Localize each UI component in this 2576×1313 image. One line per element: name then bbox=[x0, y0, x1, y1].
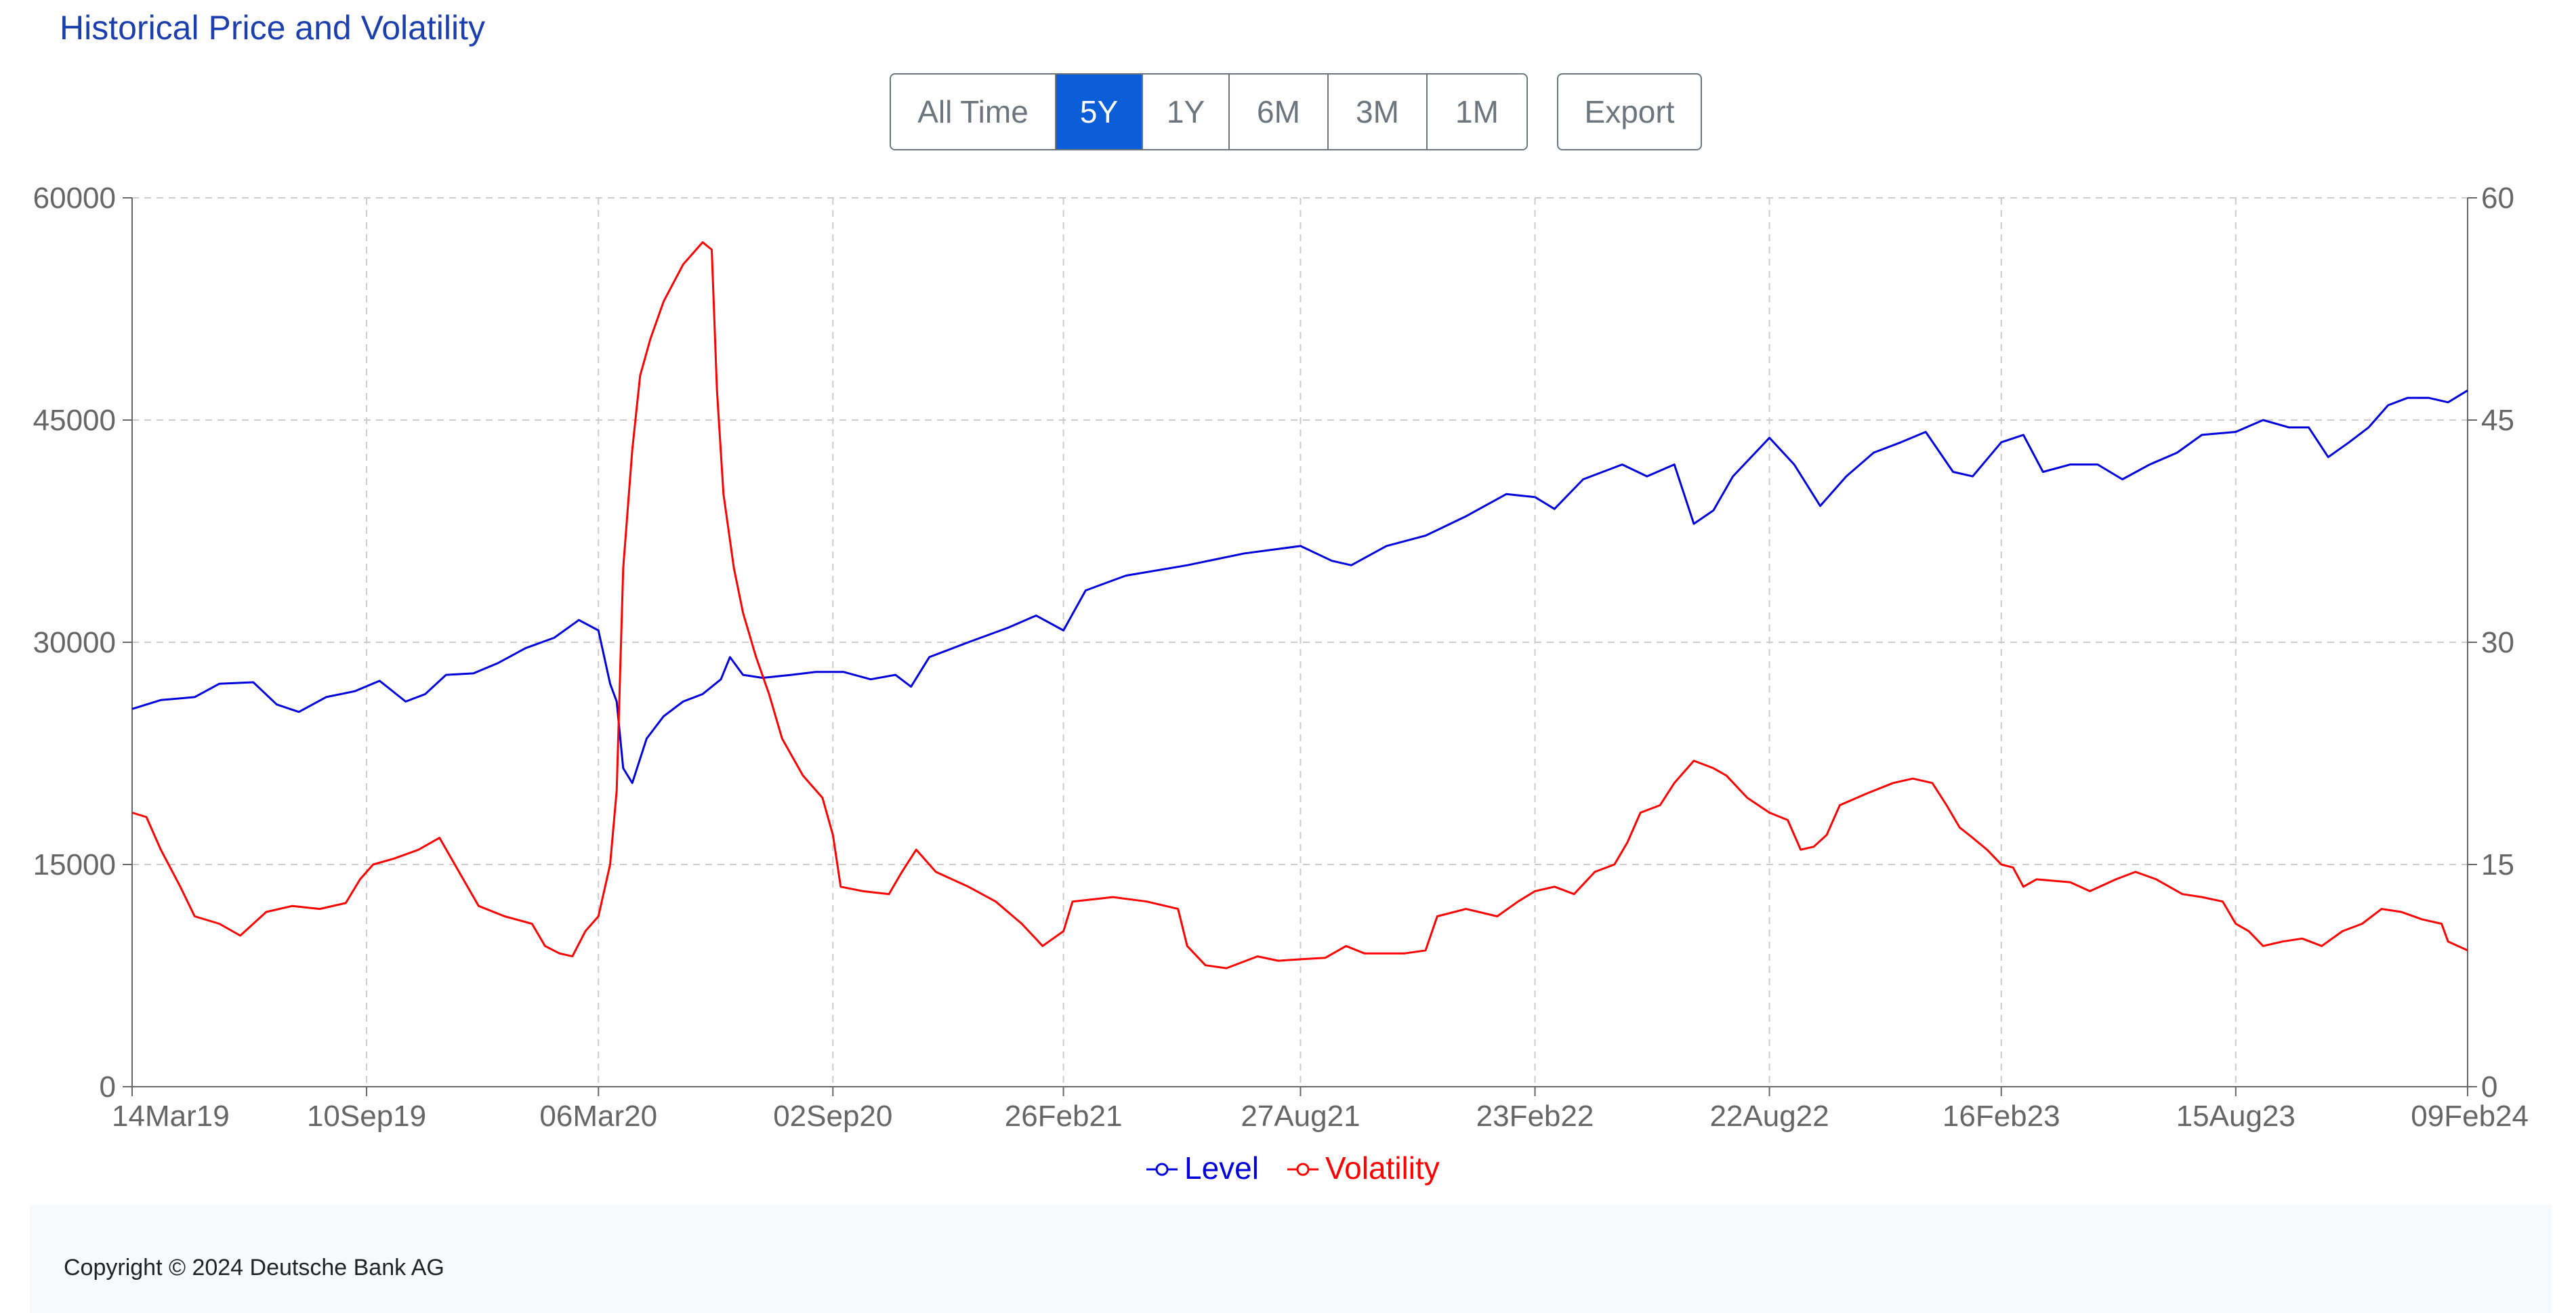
range-all-time-button[interactable]: All Time bbox=[891, 75, 1056, 149]
chart-legend[interactable]: Level Volatility bbox=[1146, 1150, 1440, 1186]
series-line-volatility bbox=[131, 241, 2468, 970]
legend-item-volatility[interactable]: Volatility bbox=[1287, 1150, 1440, 1186]
x-tick-label: 15Aug23 bbox=[2176, 1100, 2295, 1133]
footer: Copyright © 2024 Deutsche Bank AG bbox=[30, 1205, 2552, 1313]
x-tick-label: 23Feb22 bbox=[1476, 1100, 1594, 1133]
range-button-group: All Time 5Y 1Y 6M 3M 1M bbox=[890, 73, 1528, 150]
export-button[interactable]: Export bbox=[1557, 73, 1702, 150]
x-axis: 14Mar19 10Sep19 06Mar20 02Sep20 26Feb21 27Aug… bbox=[112, 1100, 2529, 1133]
x-tick-label: 16Feb23 bbox=[1943, 1100, 2060, 1133]
copyright-text: Copyright © 2024 Deutsche Bank AG bbox=[64, 1255, 444, 1280]
range-5y-button[interactable]: 5Y bbox=[1056, 75, 1143, 149]
range-6m-button[interactable]: 6M bbox=[1230, 75, 1329, 149]
x-tick-label: 02Sep20 bbox=[773, 1100, 892, 1133]
range-1m-button[interactable]: 1M bbox=[1428, 75, 1526, 149]
series-line-level bbox=[131, 390, 2468, 785]
y-left-tick-label: 45000 bbox=[33, 404, 116, 437]
range-3m-button[interactable]: 3M bbox=[1329, 75, 1428, 149]
legend-label: Level bbox=[1184, 1150, 1259, 1186]
y-left-tick-label: 30000 bbox=[33, 626, 116, 659]
legend-item-level[interactable]: Level bbox=[1146, 1150, 1259, 1186]
legend-label: Volatility bbox=[1325, 1150, 1440, 1186]
chart-axes bbox=[123, 197, 2477, 1096]
y-right-tick-label: 30 bbox=[2481, 626, 2514, 659]
y-right-tick-label: 45 bbox=[2481, 404, 2514, 437]
x-tick-label: 06Mar20 bbox=[539, 1100, 657, 1133]
y-right-tick-label: 60 bbox=[2481, 182, 2514, 215]
y-right-tick-label: 15 bbox=[2481, 848, 2514, 881]
y-axis-right: 0 15 30 45 60 bbox=[2481, 182, 2514, 1104]
y-axis-left: 0 15000 30000 45000 60000 bbox=[33, 182, 116, 1104]
x-tick-label: 10Sep19 bbox=[307, 1100, 426, 1133]
x-tick-label: 27Aug21 bbox=[1241, 1100, 1360, 1133]
date-range-toolbar: All Time 5Y 1Y 6M 3M 1M bbox=[890, 73, 1528, 150]
page-title: Historical Price and Volatility bbox=[60, 9, 486, 47]
x-tick-label: 14Mar19 bbox=[112, 1100, 230, 1133]
x-tick-label: 26Feb21 bbox=[1005, 1100, 1123, 1133]
chart-grid bbox=[132, 197, 2468, 1087]
x-tick-label: 22Aug22 bbox=[1709, 1100, 1829, 1133]
y-left-tick-label: 15000 bbox=[33, 848, 116, 881]
legend-marker bbox=[1155, 1163, 1169, 1176]
chart-series bbox=[131, 241, 2468, 970]
y-left-tick-label: 60000 bbox=[33, 182, 116, 215]
y-left-tick-label: 0 bbox=[100, 1070, 116, 1104]
x-tick-label: 09Feb24 bbox=[2411, 1100, 2529, 1133]
legend-marker bbox=[1296, 1163, 1310, 1176]
y-right-tick-label: 0 bbox=[2481, 1070, 2497, 1104]
range-1y-button[interactable]: 1Y bbox=[1143, 75, 1230, 149]
